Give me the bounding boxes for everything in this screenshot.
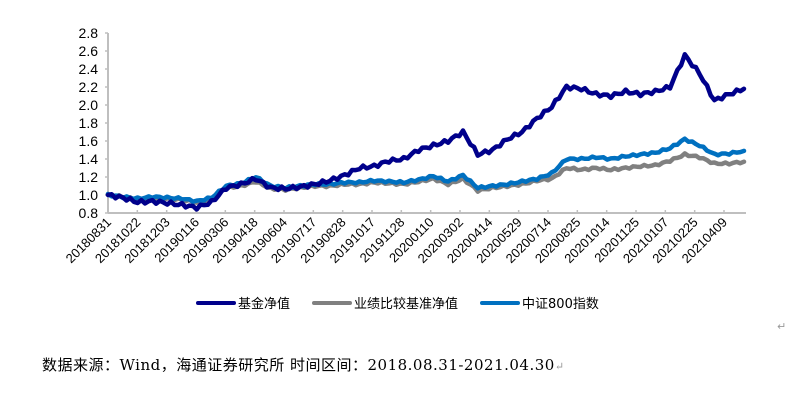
y-tick-label: 1.6 [79,133,99,149]
y-tick-label: 0.8 [79,205,99,221]
chart-legend: 基金净值 业绩比较基准净值 中证800指数 [196,293,621,312]
y-tick-label: 2.4 [79,61,99,77]
y-axis: 0.8 1.0 1.2 1.4 1.6 1.8 2.0 2.2 2.4 2.6 2.8 [79,25,109,221]
y-tick-label: 2.8 [79,25,99,41]
y-tick-label: 2.2 [79,79,99,95]
series-line-csi800 [105,136,747,204]
caption-text: 数据来源：Wind，海通证券研究所 时间区间：2018.08.31-2021.0… [42,356,555,374]
series-line-fund-nav [105,52,747,212]
legend-swatch-fund-nav [196,300,236,305]
line-chart: 0.8 1.0 1.2 1.4 1.6 1.8 2.0 2.2 2.4 2.6 2.8 201808… [63,25,747,266]
y-tick-label: 2.6 [79,43,99,59]
y-tick-label: 1.8 [79,115,99,131]
y-tick-label: 1.0 [79,187,99,203]
legend-item-benchmark-nav: 业绩比较基准净值 [312,293,458,312]
source-caption: 数据来源：Wind，海通证券研究所 时间区间：2018.08.31-2021.0… [42,354,565,375]
legend-swatch-csi800 [480,300,521,305]
x-axis: 2018083120181022201812032019011620190306… [63,210,746,266]
legend-label: 基金净值 [238,297,291,312]
y-tick-label: 2.0 [79,97,99,113]
paragraph-mark-icon: ↵ [554,360,565,373]
series-lines [105,52,747,212]
y-tick-label: 1.4 [79,151,99,167]
paragraph-mark-icon: ↵ [777,321,787,333]
y-tick-label: 1.2 [79,169,99,185]
legend-label: 业绩比较基准净值 [354,297,459,312]
legend-label: 中证800指数 [522,297,599,312]
legend-item-fund-nav: 基金净值 [196,293,290,312]
legend-swatch-benchmark-nav [312,300,353,305]
legend-item-csi800: 中证800指数 [480,293,599,312]
